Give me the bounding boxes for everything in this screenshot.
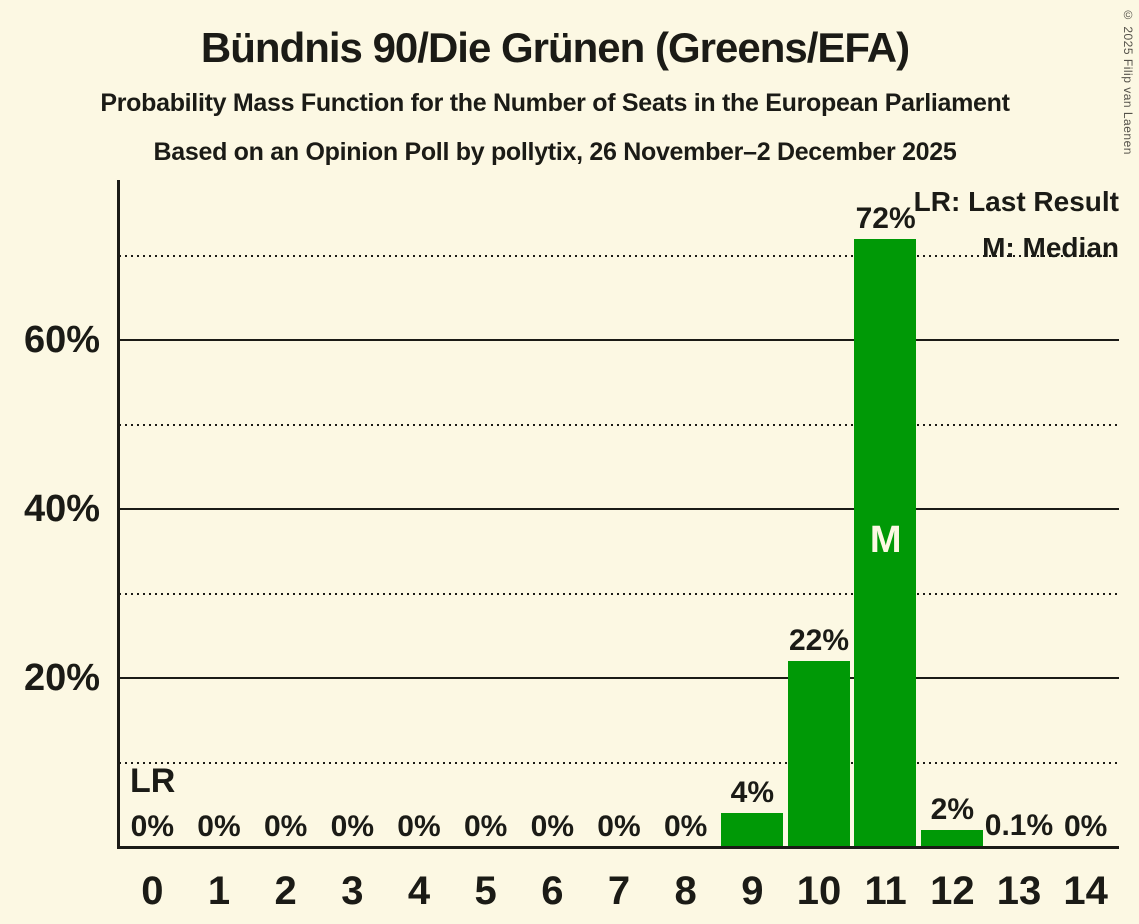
gridline-dotted-70pct: [119, 254, 1119, 257]
x-tick-label-1: 1: [207, 869, 231, 913]
value-label-seat-1: 0%: [197, 810, 241, 843]
value-label-seat-0: 0%: [130, 810, 174, 843]
chart-title: Bündnis 90/Die Grünen (Greens/EFA): [200, 24, 910, 71]
gridline-dotted-30pct: [119, 592, 1119, 595]
median-annotation: M: [869, 519, 902, 561]
legend-last-result: LR: Last Result: [913, 186, 1119, 217]
gridline-dotted-10pct: [119, 761, 1119, 764]
value-label-seat-5: 0%: [463, 810, 508, 843]
value-label-seat-10: 22%: [788, 624, 849, 658]
gridline-solid-60pct: [119, 339, 1119, 342]
chart-legend: LR: Last Result M: Median: [914, 186, 1119, 264]
last-result-annotation: LR: [130, 761, 176, 800]
x-tick-label-12: 12: [930, 869, 975, 913]
value-label-seat-2: 0%: [263, 810, 308, 843]
bar-seat-9: [721, 813, 784, 847]
x-tick-label-4: 4: [407, 869, 431, 913]
y-axis-line: [117, 180, 120, 849]
gridline-solid-20pct: [119, 677, 1119, 680]
x-tick-label-6: 6: [541, 869, 564, 913]
value-label-seat-4: 0%: [397, 810, 441, 843]
value-label-seat-9: 4%: [730, 776, 774, 810]
chart-source-line: Based on an Opinion Poll by pollytix, 26…: [153, 138, 957, 166]
x-tick-label-5: 5: [474, 869, 497, 913]
x-tick-label-11: 11: [864, 869, 907, 913]
copyright-notice: © 2025 Filip van Laenen: [1121, 8, 1135, 155]
gridline-solid-40pct: [119, 508, 1119, 511]
value-label-seat-6: 0%: [530, 810, 574, 843]
x-tick-label-0: 0: [141, 869, 164, 913]
y-tick-label-40pct: 40%: [23, 488, 100, 531]
x-tick-label-10: 10: [796, 869, 842, 913]
value-label-seat-14: 0%: [1063, 810, 1108, 843]
legend-median: M: Median: [982, 232, 1119, 263]
value-label-seat-3: 0%: [330, 810, 374, 843]
bar-seat-10: [787, 661, 850, 847]
x-tick-label-14: 14: [1063, 869, 1108, 913]
y-tick-label-20pct: 20%: [23, 657, 100, 700]
x-tick-label-13: 13: [996, 869, 1042, 913]
x-tick-label-9: 9: [741, 869, 764, 913]
x-tick-label-2: 2: [274, 869, 297, 913]
gridline-dotted-50pct: [119, 423, 1119, 426]
x-axis-baseline: [117, 845, 1119, 849]
value-label-seat-7: 0%: [597, 810, 641, 843]
value-label-seat-13: 0.1%: [984, 809, 1054, 843]
bar-seat-12: [921, 830, 984, 847]
bar-seat-11: [854, 239, 917, 847]
y-tick-label-60pct: 60%: [23, 319, 100, 362]
x-tick-label-7: 7: [607, 869, 631, 913]
value-label-seat-12: 2%: [930, 793, 974, 827]
chart-subtitle: Probability Mass Function for the Number…: [100, 89, 1010, 117]
value-label-seat-8: 0%: [663, 810, 708, 843]
x-tick-label-8: 8: [674, 869, 697, 913]
value-label-seat-11: 72%: [855, 202, 916, 236]
x-tick-label-3: 3: [341, 869, 364, 913]
